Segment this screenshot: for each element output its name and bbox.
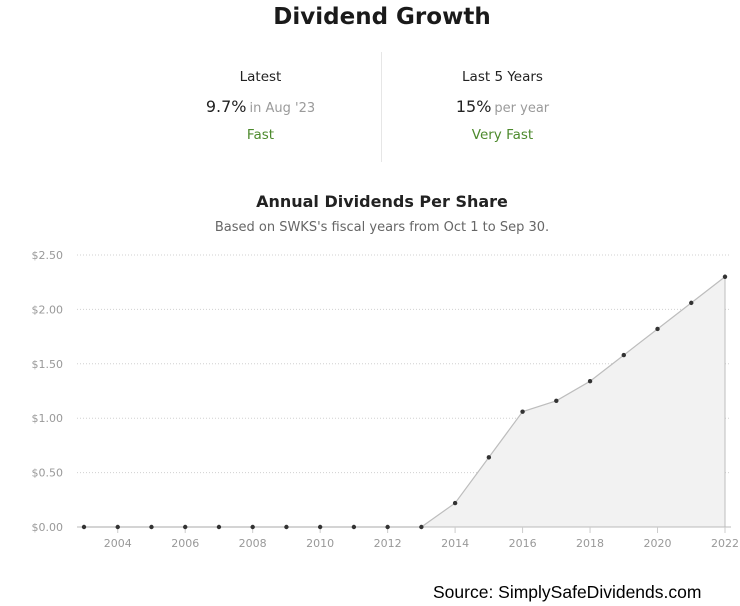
data-point: [621, 352, 626, 358]
x-tick-label: 2022: [711, 537, 739, 550]
source-note: Source: SimplySafeDividends.com: [433, 582, 702, 602]
latest-growth-stat: Latest 9.7% in Aug '23 Fast: [140, 52, 381, 162]
series-area: [84, 276, 725, 527]
data-point: [689, 300, 694, 306]
x-tick-label: 2016: [509, 537, 537, 550]
data-point: [149, 524, 154, 530]
y-tick-label: $1.00: [32, 412, 64, 425]
y-tick-label: $1.50: [32, 358, 64, 371]
data-point: [317, 524, 323, 530]
data-point: [385, 524, 390, 530]
x-tick-label: 2018: [576, 537, 604, 550]
y-tick-label: $0.00: [32, 521, 64, 534]
chart-title: Annual Dividends Per Share: [256, 192, 508, 211]
five-year-rating: Very Fast: [471, 127, 534, 143]
data-point: [250, 524, 255, 530]
data-point: [554, 398, 559, 403]
latest-label: Latest: [239, 69, 282, 85]
x-tick-label: 2020: [644, 537, 672, 550]
data-point: [216, 524, 222, 530]
x-tick-label: 2010: [306, 537, 334, 550]
latest-date: in Aug '23: [249, 101, 316, 116]
page-title: Dividend Growth: [273, 4, 491, 30]
data-point: [520, 409, 525, 414]
five-year-label: Last 5 Years: [462, 69, 543, 85]
data-point: [655, 326, 660, 332]
five-year-period: per year: [494, 101, 550, 116]
latest-value-row: 9.7% in Aug '23: [140, 97, 381, 116]
chart-subtitle: Based on SWKS's fiscal years from Oct 1 …: [214, 220, 550, 235]
data-point: [81, 524, 87, 530]
five-year-value-row: 15% per year: [382, 97, 623, 116]
data-point: [284, 524, 289, 530]
data-point: [419, 524, 424, 530]
data-point: [486, 455, 492, 460]
data-point: [115, 524, 120, 530]
x-tick-label: 2012: [374, 537, 402, 550]
data-point: [351, 524, 357, 530]
x-tick-label: 2008: [239, 537, 267, 550]
data-point: [452, 500, 458, 506]
x-tick-label: 2014: [441, 537, 469, 550]
y-tick-label: $2.00: [32, 303, 64, 316]
y-tick-label: $0.50: [32, 467, 64, 480]
data-point: [587, 379, 593, 384]
five-year-growth-stat: Last 5 Years 15% per year Very Fast: [382, 52, 623, 162]
five-year-value: 15%: [455, 97, 492, 116]
dividend-growth-stats: Latest 9.7% in Aug '23 Fast Last 5 Years …: [140, 52, 624, 162]
y-tick-label: $2.50: [32, 249, 64, 262]
data-point: [183, 524, 188, 530]
latest-value: 9.7%: [205, 97, 247, 116]
x-tick-label: 2006: [171, 537, 199, 550]
x-tick-label: 2004: [104, 537, 132, 550]
stats-divider: [381, 52, 382, 162]
data-point: [722, 274, 728, 279]
latest-rating: Fast: [246, 127, 275, 143]
